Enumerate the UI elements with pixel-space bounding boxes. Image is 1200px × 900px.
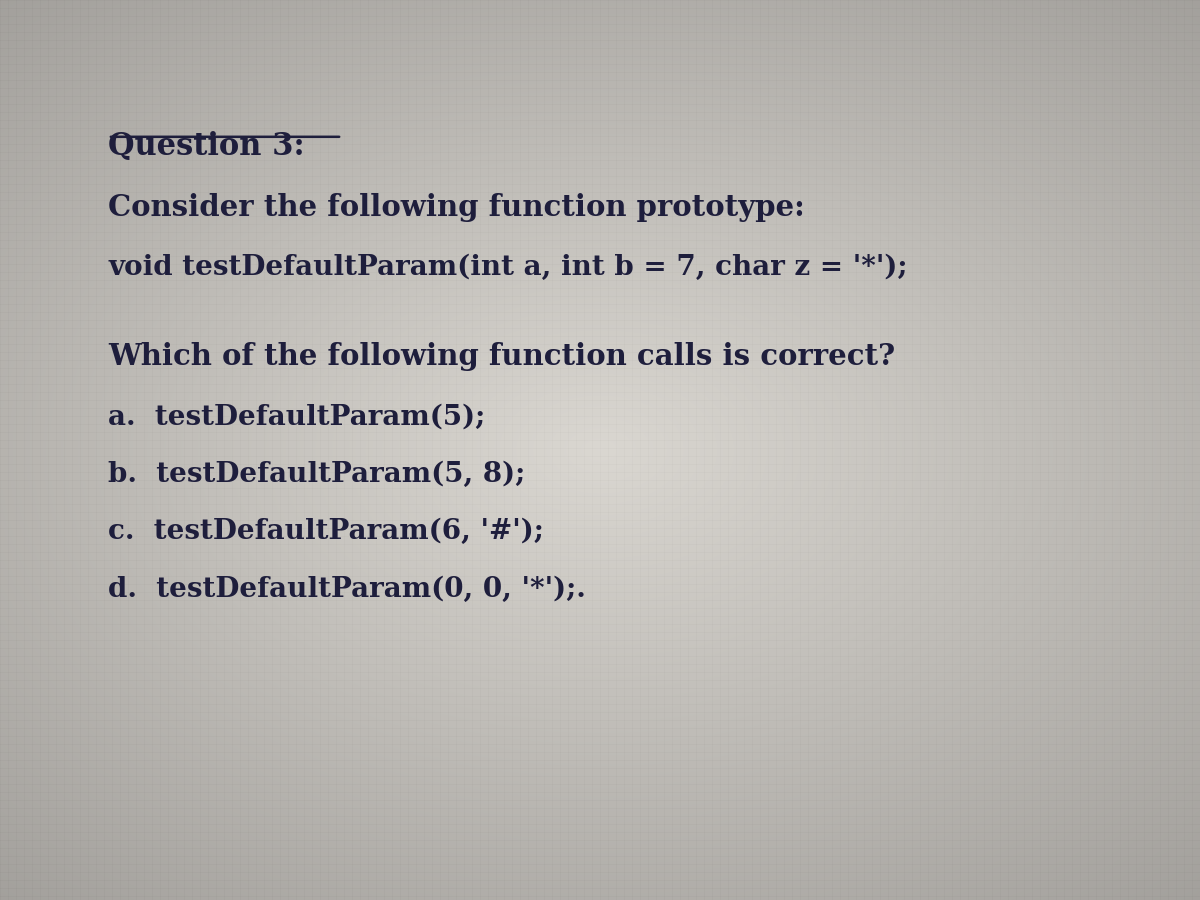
Text: c.  testDefaultParam(6, '#');: c. testDefaultParam(6, '#'); — [108, 518, 544, 545]
Text: Question 3:: Question 3: — [108, 130, 305, 161]
Text: Which of the following function calls is correct?: Which of the following function calls is… — [108, 342, 895, 371]
Text: b.  testDefaultParam(5, 8);: b. testDefaultParam(5, 8); — [108, 461, 526, 488]
Text: Consider the following function prototype:: Consider the following function prototyp… — [108, 193, 805, 221]
Text: void testDefaultParam(int a, int b = 7, char z = '*');: void testDefaultParam(int a, int b = 7, … — [108, 254, 907, 281]
Text: a.  testDefaultParam(5);: a. testDefaultParam(5); — [108, 403, 485, 430]
Text: d.  testDefaultParam(0, 0, '*');.: d. testDefaultParam(0, 0, '*');. — [108, 576, 586, 603]
